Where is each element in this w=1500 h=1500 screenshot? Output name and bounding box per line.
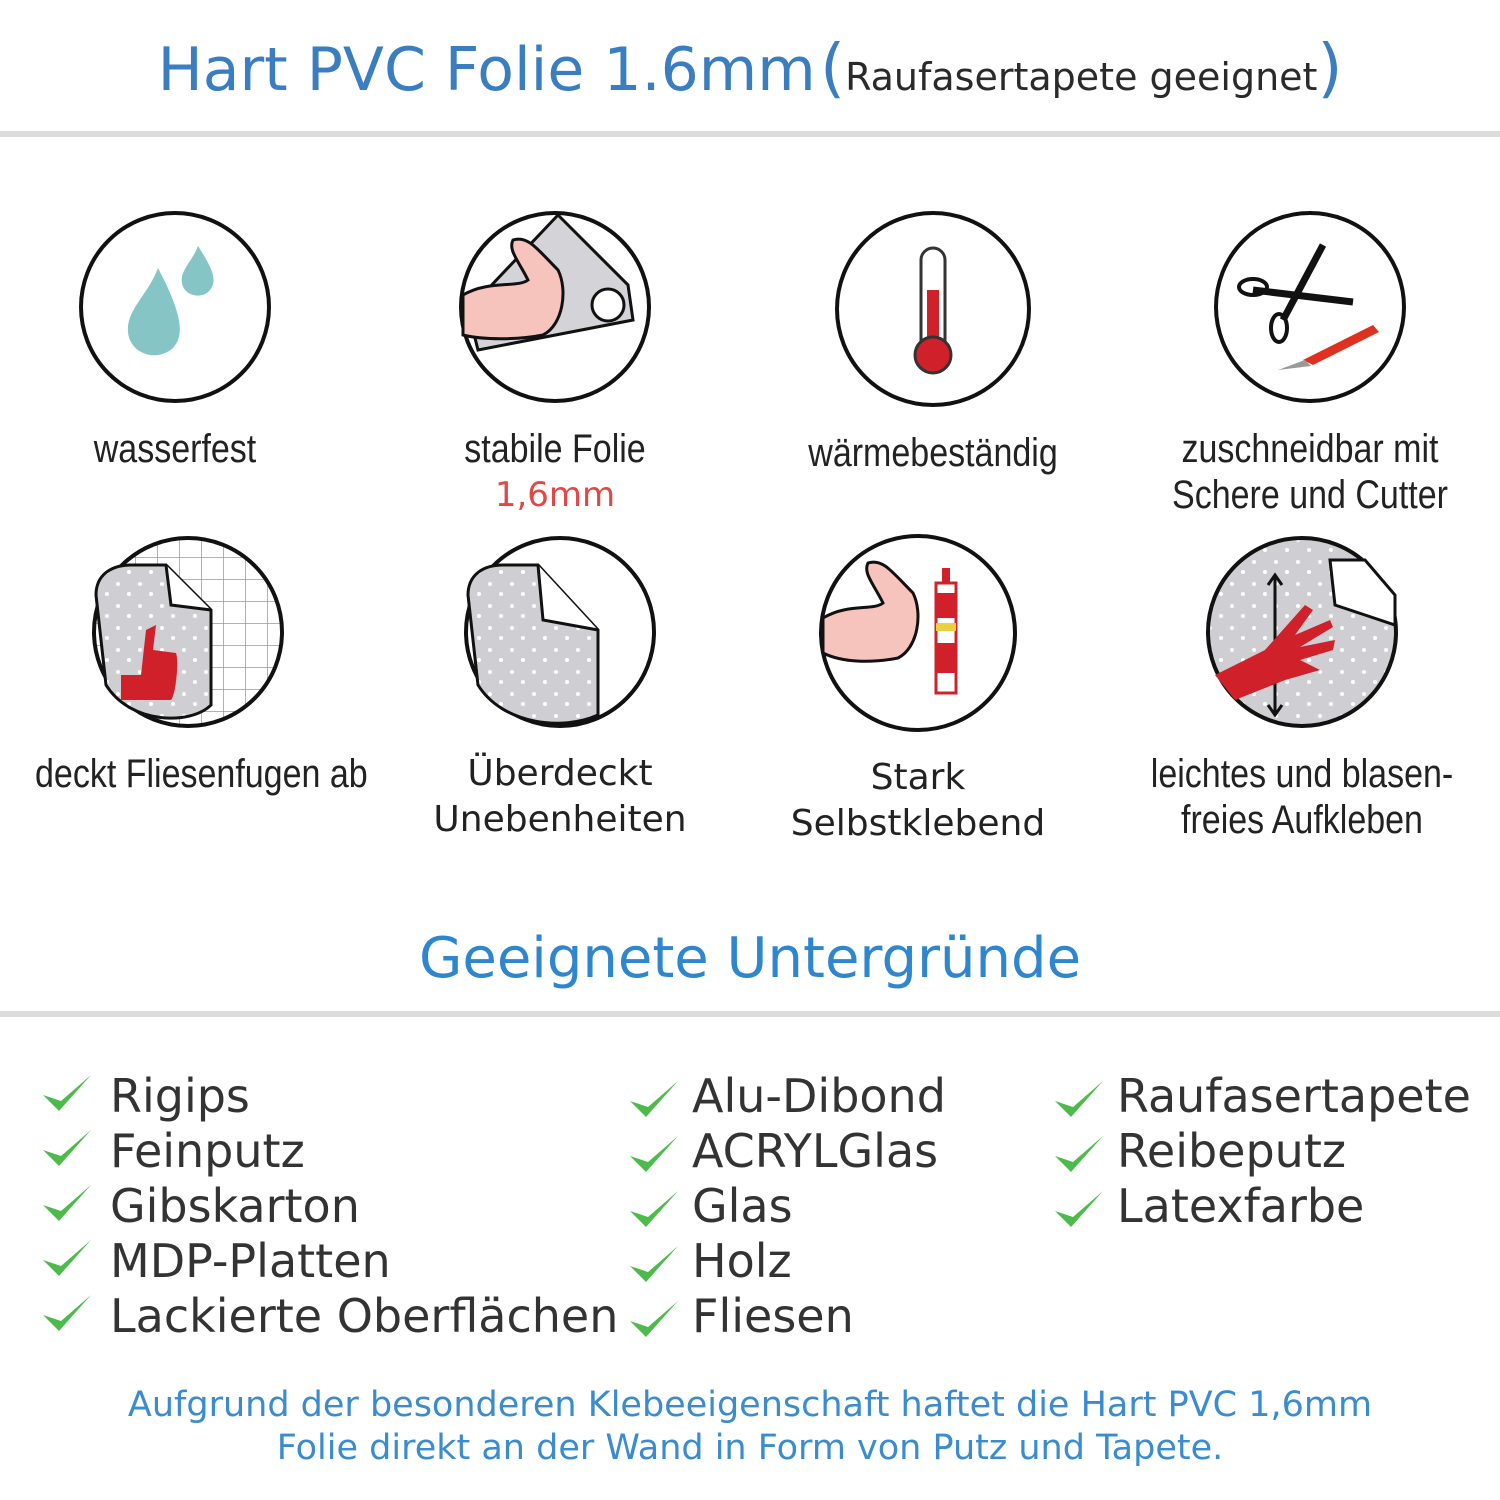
strong-arm-glue-icon bbox=[819, 534, 1017, 732]
feature-sublabel: 1,6mm bbox=[494, 475, 616, 515]
item-label: Raufasertapete bbox=[1117, 1068, 1471, 1123]
item-label: Alu-Dibond bbox=[692, 1068, 946, 1123]
list-item: Rigips bbox=[32, 1068, 618, 1123]
item-label: Gibskarton bbox=[110, 1178, 360, 1233]
feature-label: wasserfest bbox=[93, 427, 257, 471]
item-label: Holz bbox=[692, 1233, 792, 1288]
thermometer-icon bbox=[835, 211, 1031, 407]
list-item: Lackierte Oberflächen bbox=[32, 1288, 618, 1343]
list-item: Latexfarbe bbox=[1049, 1178, 1471, 1233]
feature-label: Überdeckt bbox=[467, 753, 653, 794]
paren-close: ) bbox=[1317, 32, 1343, 106]
divider bbox=[0, 131, 1500, 137]
list-item: Feinputz bbox=[32, 1123, 618, 1178]
feature-label: Stark bbox=[870, 757, 966, 798]
item-label: Glas bbox=[692, 1178, 793, 1233]
feature-label-2: freies Aufkleben bbox=[1181, 798, 1423, 842]
surface-list-1: Rigips Feinputz Gibskarton MDP-Platten L… bbox=[32, 1068, 618, 1343]
scissors-cutter-icon bbox=[1214, 211, 1406, 403]
title-subtitle: Raufasertapete geeignet bbox=[845, 55, 1318, 99]
strong-arm-film-icon bbox=[459, 211, 651, 403]
check-icon bbox=[1055, 1081, 1103, 1117]
feature-wasserfest: wasserfest bbox=[0, 210, 355, 472]
divider bbox=[0, 1011, 1500, 1017]
item-label: Latexfarbe bbox=[1117, 1178, 1365, 1233]
item-label: MDP-Platten bbox=[110, 1233, 391, 1288]
feature-unebenheiten: Überdeckt Unebenheiten bbox=[380, 535, 740, 843]
title-main: Hart PVC Folie 1.6mm bbox=[157, 35, 816, 105]
feature-selbstklebend: Stark Selbstklebend bbox=[738, 533, 1098, 847]
section-title: Geeignete Untergründe bbox=[418, 926, 1082, 991]
feature-waermebestaendig: wärmebeständig bbox=[753, 210, 1113, 476]
hand-smooth-icon bbox=[1206, 536, 1398, 728]
feature-label-2: Unebenheiten bbox=[433, 799, 687, 840]
surface-list-3: Raufasertapete Reibeputz Latexfarbe bbox=[1049, 1068, 1471, 1233]
list-item: ACRYLGlas bbox=[624, 1123, 946, 1178]
list-item: Reibeputz bbox=[1049, 1123, 1471, 1178]
feature-fliesenfugen: deckt Fliesenfugen ab bbox=[8, 535, 368, 797]
surface-list-2: Alu-Dibond ACRYLGlas Glas Holz Fliesen bbox=[624, 1068, 946, 1343]
check-icon bbox=[43, 1295, 91, 1331]
item-label: Feinputz bbox=[110, 1123, 305, 1178]
feature-label: deckt Fliesenfugen ab bbox=[35, 752, 368, 796]
list-item: Raufasertapete bbox=[1049, 1068, 1471, 1123]
item-label: Reibeputz bbox=[1117, 1123, 1347, 1178]
item-label: Fliesen bbox=[692, 1288, 854, 1343]
item-label: Rigips bbox=[110, 1068, 250, 1123]
feature-label: wärmebeständig bbox=[808, 431, 1058, 475]
footer-line-1: Aufgrund der besonderen Klebeeigenschaft… bbox=[127, 1385, 1373, 1425]
check-icon bbox=[1055, 1191, 1103, 1227]
check-icon bbox=[43, 1075, 91, 1111]
list-item: Fliesen bbox=[624, 1288, 946, 1343]
check-icon bbox=[1055, 1136, 1103, 1172]
check-icon bbox=[630, 1136, 678, 1172]
feature-blasenfrei: leichtes und blasen- freies Aufkleben bbox=[1122, 535, 1482, 843]
list-item: Holz bbox=[624, 1233, 946, 1288]
check-icon bbox=[630, 1191, 678, 1227]
item-label: ACRYLGlas bbox=[692, 1123, 939, 1178]
footer-line-2: Folie direkt an der Wand in Form von Put… bbox=[276, 1428, 1224, 1468]
water-drops-icon bbox=[79, 211, 271, 403]
check-icon bbox=[630, 1301, 678, 1337]
feature-label: zuschneidbar mit bbox=[1181, 427, 1439, 471]
list-item: Glas bbox=[624, 1178, 946, 1233]
list-item: MDP-Platten bbox=[32, 1233, 618, 1288]
feature-label: leichtes und blasen- bbox=[1150, 752, 1454, 796]
footer-note: Aufgrund der besonderen Klebeeigenschaft… bbox=[0, 1384, 1500, 1470]
check-icon bbox=[43, 1185, 91, 1221]
feature-label-2: Schere und Cutter bbox=[1172, 473, 1448, 517]
thumbs-up-tiles-icon bbox=[92, 536, 284, 728]
check-icon bbox=[43, 1240, 91, 1276]
page-title: Hart PVC Folie 1.6mm (Raufasertapete gee… bbox=[0, 32, 1500, 106]
feature-label: stabile Folie bbox=[464, 427, 646, 471]
film-peel-icon bbox=[464, 536, 656, 728]
list-item: Alu-Dibond bbox=[624, 1068, 946, 1123]
feature-label-2: Selbstklebend bbox=[790, 803, 1046, 844]
list-item: Gibskarton bbox=[32, 1178, 618, 1233]
feature-zuschneidbar: zuschneidbar mit Schere und Cutter bbox=[1130, 210, 1490, 518]
check-icon bbox=[630, 1081, 678, 1117]
check-icon bbox=[630, 1246, 678, 1282]
check-icon bbox=[43, 1130, 91, 1166]
paren-open: ( bbox=[820, 32, 846, 106]
feature-stabile-folie: stabile Folie 1,6mm bbox=[375, 210, 735, 518]
item-label: Lackierte Oberflächen bbox=[110, 1288, 619, 1343]
